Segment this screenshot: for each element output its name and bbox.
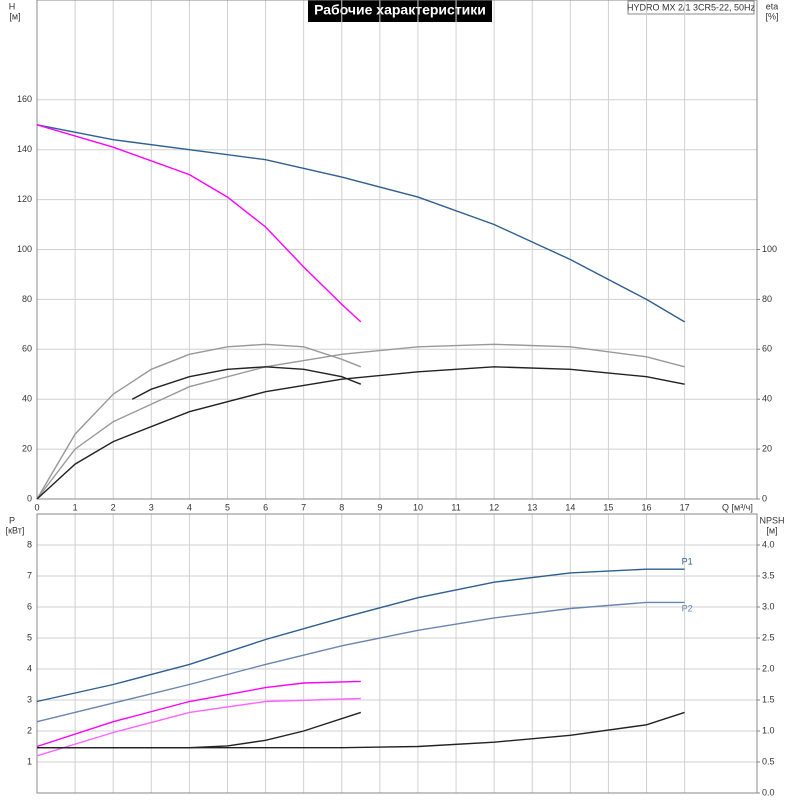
y2-tick-label: 40: [762, 394, 772, 404]
y-axis-label: H: [9, 1, 16, 11]
y-tick-label: 6: [27, 601, 32, 611]
x-tick-label: 13: [527, 502, 537, 512]
y2-tick-label: 4.0: [762, 539, 775, 549]
y-tick-label: 80: [22, 294, 32, 304]
x-tick-label: 15: [603, 502, 613, 512]
x-tick-label: 10: [413, 502, 423, 512]
x-tick-label: 9: [377, 502, 382, 512]
curve: [36, 343, 685, 500]
y2-tick-label: 0.0: [762, 787, 775, 797]
y-tick-label: 8: [27, 539, 32, 549]
curve: [36, 124, 362, 323]
series-label: P1: [682, 557, 693, 567]
y-tick-label: 5: [27, 632, 32, 642]
x-tick-label: 1: [73, 502, 78, 512]
y-tick-label: 100: [17, 244, 32, 254]
plot-frame: [36, 0, 758, 500]
x-tick-label: 8: [339, 502, 344, 512]
x-tick-label: 4: [187, 502, 192, 512]
curve: [36, 343, 362, 500]
y2-tick-label: 2.0: [762, 663, 775, 673]
y2-tick-label: 3.0: [762, 601, 775, 611]
x-tick-label: 3: [149, 502, 154, 512]
y2-tick-label: 20: [762, 443, 772, 453]
y2-tick-label: 60: [762, 344, 772, 354]
y-tick-label: 2: [27, 725, 32, 735]
x-tick-label: 17: [680, 502, 690, 512]
x-tick-label: 5: [225, 502, 230, 512]
y2-tick-label: 0.5: [762, 756, 775, 766]
x-tick-label: 12: [489, 502, 499, 512]
x-tick-label: 16: [642, 502, 652, 512]
y-axis-unit: [м]: [9, 11, 20, 21]
y2-tick-label: 100: [762, 244, 777, 254]
y-axis-label: P: [9, 515, 15, 525]
y2-tick-label: 2.5: [762, 632, 775, 642]
curve: [131, 366, 362, 400]
y-tick-label: 20: [22, 443, 32, 453]
y2-axis-unit: [м]: [766, 525, 777, 535]
y-tick-label: 1: [27, 756, 32, 766]
model-box: [627, 0, 755, 15]
model-label: HYDRO MX 2/1 3CR5-22, 50Hz: [627, 2, 756, 12]
y-tick-label: 0: [27, 493, 32, 503]
x-tick-label: 14: [565, 502, 575, 512]
y2-axis-label: NPSH: [759, 515, 784, 525]
x-tick-label: 0: [34, 502, 39, 512]
plot-frame: [36, 513, 758, 794]
x-tick-label: 11: [451, 502, 460, 512]
curve: [36, 601, 685, 723]
y-tick-label: 4: [27, 663, 32, 673]
y-tick-label: 3: [27, 694, 32, 704]
y2-tick-label: 3.5: [762, 570, 775, 580]
y2-tick-label: 80: [762, 294, 772, 304]
chart-title: Рабочие характеристики: [314, 2, 486, 18]
series-label: P2: [682, 604, 693, 614]
curve: [36, 366, 685, 500]
y2-axis-label: eta: [766, 1, 779, 11]
x-tick-label: 7: [301, 502, 306, 512]
y2-tick-label: 0: [762, 493, 767, 503]
x-tick-label: 2: [111, 502, 116, 512]
y-tick-label: 160: [17, 94, 32, 104]
curve: [36, 680, 361, 748]
y2-tick-label: 1.0: [762, 725, 775, 735]
y-tick-label: 140: [17, 144, 32, 154]
curve: [37, 711, 685, 749]
curve: [36, 697, 361, 757]
y2-tick-label: 1.5: [762, 694, 775, 704]
y-tick-label: 7: [27, 570, 32, 580]
y-tick-label: 40: [22, 394, 32, 404]
curve: [36, 124, 685, 323]
y-tick-label: 60: [22, 344, 32, 354]
x-tick-label: 6: [263, 502, 268, 512]
title-box: [308, 0, 492, 22]
curve: [36, 568, 685, 703]
x-axis-label: Q [м³/ч]: [722, 502, 753, 512]
y-axis-unit: [кВт]: [6, 525, 25, 535]
y2-axis-unit: [%]: [765, 11, 778, 21]
y-tick-label: 120: [17, 194, 32, 204]
